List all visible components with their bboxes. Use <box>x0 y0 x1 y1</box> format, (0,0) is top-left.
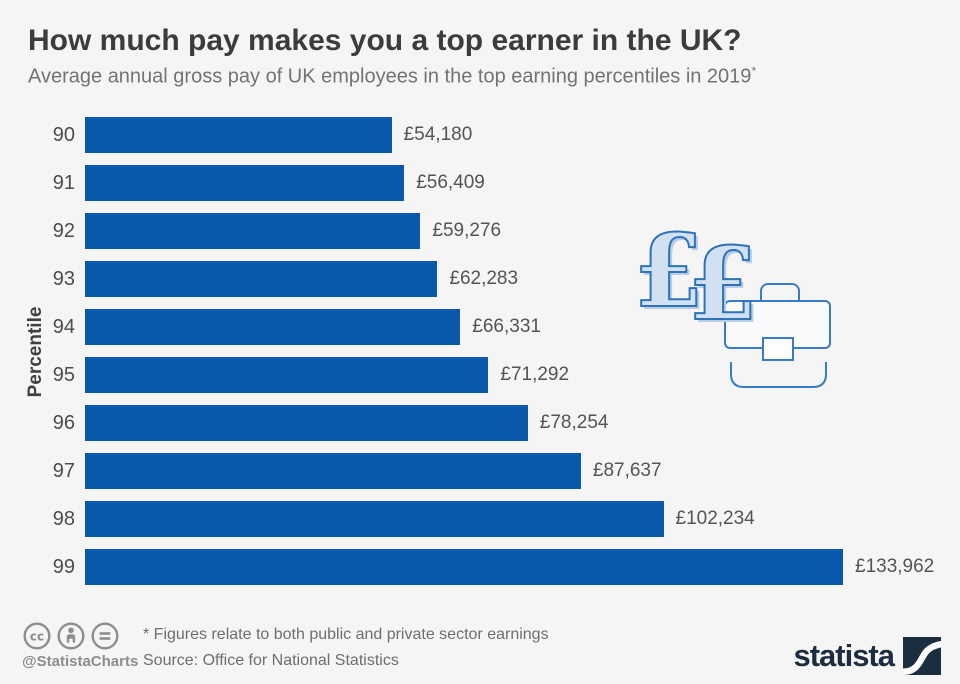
briefcase-clasp <box>762 337 794 361</box>
value-label: £66,331 <box>472 316 541 337</box>
cc-license-icons: cc <box>22 621 147 651</box>
pound-sign-icons: £ £ £ £ <box>633 226 761 346</box>
bar <box>85 213 421 249</box>
value-label: £133,962 <box>855 556 935 577</box>
footnote: * Figures relate to both public and priv… <box>143 626 549 643</box>
bar <box>85 501 664 537</box>
value-label: £71,292 <box>500 364 570 385</box>
value-label: £54,180 <box>403 124 473 145</box>
bar-row: 92 £59,276 <box>0 207 960 255</box>
value-label: £56,409 <box>416 172 485 193</box>
percentile-label: 96 <box>52 411 75 434</box>
bar <box>85 357 489 393</box>
svg-text:cc: cc <box>30 630 44 644</box>
bar-rows: 90 £54,180 91 £56,409 92 £59,276 93 £62,… <box>0 111 960 591</box>
value-label: £102,234 <box>675 508 755 529</box>
briefcase-bottom <box>730 362 827 388</box>
percentile-label: 98 <box>52 507 75 530</box>
bar-row: 91 £56,409 <box>0 159 960 207</box>
bar-row: 98 £102,234 <box>0 495 960 543</box>
percentile-label: 95 <box>52 363 75 386</box>
subtitle: Average annual gross pay of UK employees… <box>28 64 756 89</box>
value-label: £62,283 <box>449 268 519 289</box>
cc-icon[interactable]: cc <box>22 621 52 651</box>
bar-row: 95 £71,292 <box>0 351 960 399</box>
bar-row: 90 £54,180 <box>0 111 960 159</box>
subtitle-text: Average annual gross pay of UK employees… <box>28 65 752 88</box>
footnote-marker: * <box>751 64 757 78</box>
statista-logo[interactable]: statista <box>793 637 941 675</box>
bar <box>85 309 461 345</box>
pound-sign-shadow: £ <box>637 226 707 333</box>
statista-charts-handle[interactable]: @StatistaCharts <box>22 653 139 670</box>
footer-notes: * Figures relate to both public and priv… <box>143 622 549 674</box>
source: Source: Office for National Statistics <box>143 652 399 669</box>
value-label: £59,276 <box>432 220 502 241</box>
percentile-label: 90 <box>52 123 75 146</box>
bar <box>85 549 843 585</box>
pound-sign-icon: £ <box>688 226 758 343</box>
bar <box>85 261 438 297</box>
percentile-label: 94 <box>52 315 75 338</box>
bar <box>85 165 405 201</box>
percentile-label: 92 <box>52 219 75 242</box>
equals-icon[interactable] <box>90 621 120 651</box>
value-label: £87,637 <box>592 460 662 481</box>
bar-row: 96 £78,254 <box>0 399 960 447</box>
bar <box>85 117 392 153</box>
license-block: cc @StatistaCharts <box>22 621 147 670</box>
value-label: £78,254 <box>539 412 609 433</box>
bar-row: 99 £133,962 <box>0 543 960 591</box>
percentile-label: 93 <box>52 267 75 290</box>
percentile-label: 97 <box>52 459 75 482</box>
bar-row: 97 £87,637 <box>0 447 960 495</box>
pound-sign-shadow: £ <box>691 228 761 346</box>
bar-row: 93 £62,283 <box>0 255 960 303</box>
statista-logo-icon <box>903 637 941 675</box>
percentile-label: 91 <box>52 171 75 194</box>
statista-logo-text: statista <box>793 638 895 673</box>
attribution-icon[interactable] <box>56 621 86 651</box>
bar <box>85 405 528 441</box>
page-title: How much pay makes you a top earner in t… <box>28 24 742 57</box>
bar <box>85 453 581 489</box>
bar-row: 94 £66,331 <box>0 303 960 351</box>
money-briefcase-illustration: £ £ £ £ <box>633 226 831 388</box>
pound-sign-icon: £ <box>634 226 704 330</box>
briefcase-icon <box>724 283 831 388</box>
percentile-label: 99 <box>52 555 75 578</box>
